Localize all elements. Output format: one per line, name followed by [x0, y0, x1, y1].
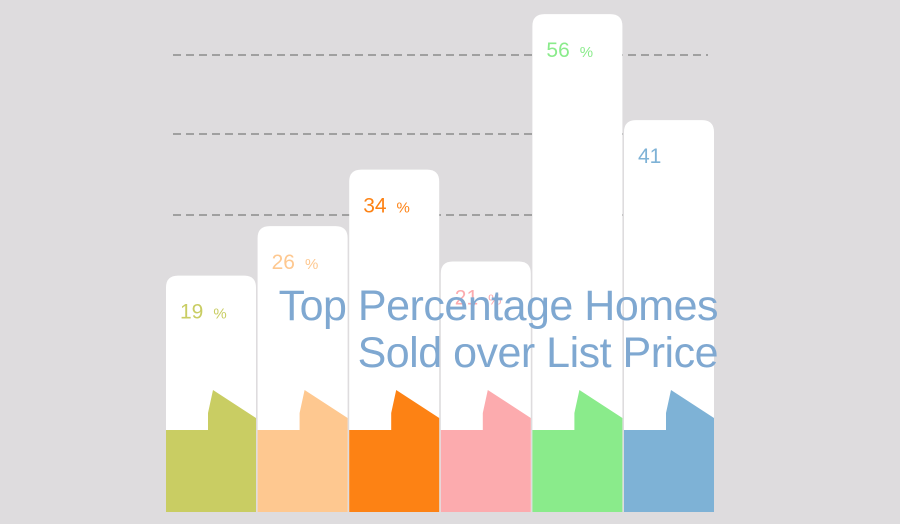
bar: 26%	[257, 226, 348, 512]
chart-title-line-2: Sold over List Price	[357, 329, 719, 377]
bar-card	[532, 14, 623, 513]
value-label: 34%	[363, 195, 410, 218]
value-label: 56%	[546, 39, 593, 62]
house-shape	[440, 390, 531, 512]
house-shape	[349, 390, 440, 512]
bar: 21%	[440, 261, 531, 512]
house-shape	[166, 390, 256, 512]
value-label: 41	[638, 145, 661, 168]
bar: 41	[624, 120, 714, 512]
value-label: 26%	[272, 251, 319, 274]
chart-title: Top Percentage Homes Sold over List Pric…	[278, 282, 719, 377]
house-shape	[624, 390, 714, 512]
bar: 34%	[349, 169, 440, 512]
chart-title-line-1: Top Percentage Homes	[278, 282, 719, 330]
bar: 56%	[532, 14, 623, 513]
value-label: 19%	[180, 301, 227, 324]
house-shape	[257, 390, 348, 512]
bars: 19 % 26 % 34 % 21 % 56 % 41	[166, 14, 714, 513]
house-shape	[532, 390, 623, 512]
value-label: 21%	[455, 287, 502, 310]
bar: 19%	[166, 275, 256, 512]
